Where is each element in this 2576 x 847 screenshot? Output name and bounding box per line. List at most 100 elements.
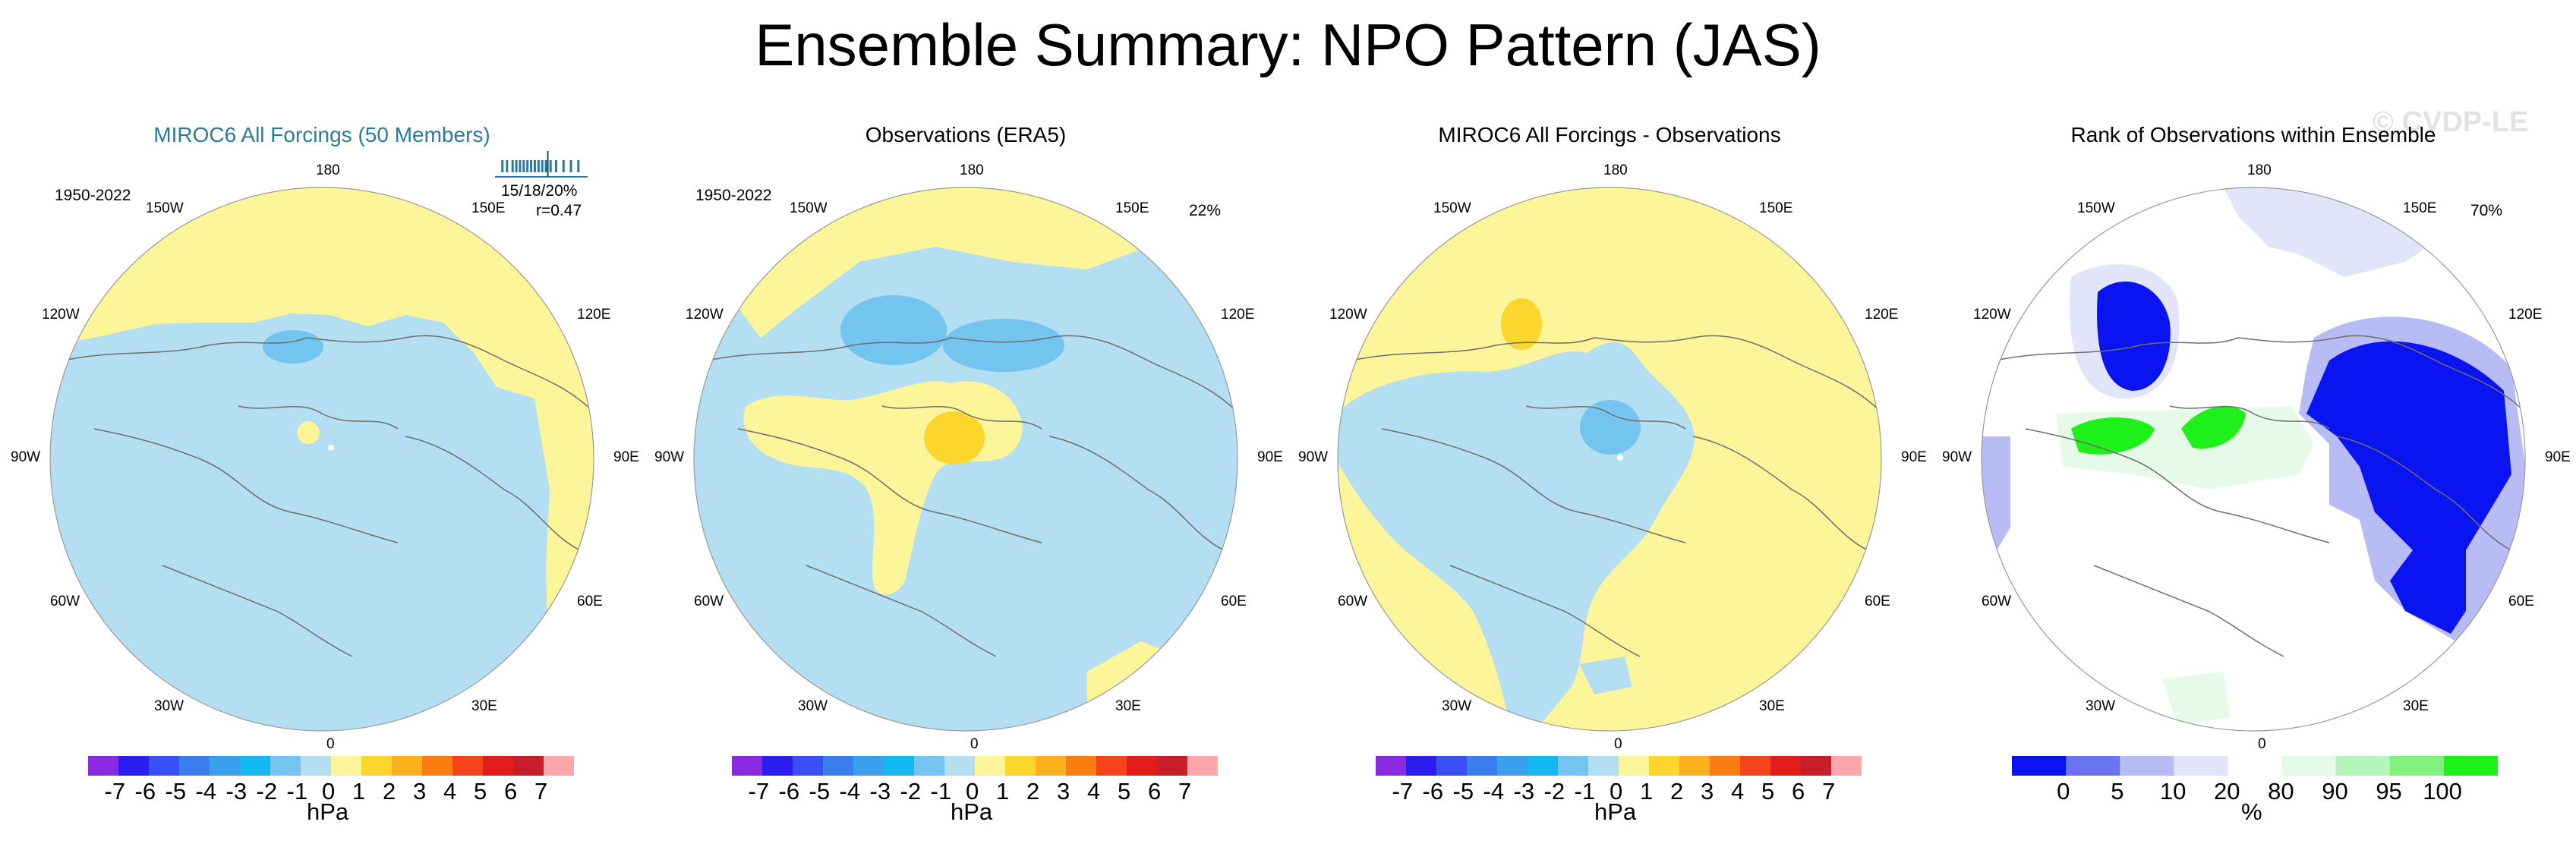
colorbar-tick-label: 6 — [504, 778, 518, 804]
colorbar-swatch — [1436, 756, 1468, 776]
colorbar-swatch — [1588, 756, 1619, 776]
lon-label: 120E — [1865, 307, 1899, 323]
colorbar-unit: hPa — [951, 798, 993, 825]
figure-title: Ensemble Summary: NPO Pattern (JAS) — [755, 11, 1821, 78]
positive-anomaly-region — [50, 187, 594, 731]
colorbar-tick-label: 4 — [443, 778, 457, 804]
map-frame — [49, 187, 594, 732]
colorbar-tick-label: 5 — [1761, 778, 1775, 804]
colorbar-tick-label: 5 — [1118, 778, 1131, 804]
lon-label: 90E — [1257, 449, 1283, 465]
colorbar-tick-label: 2 — [383, 778, 396, 804]
colorbar-tick-label: 0 — [1610, 778, 1623, 804]
lon-label: 30W — [798, 698, 828, 714]
lon-label: 0 — [326, 736, 335, 752]
positive-anomaly-center — [1501, 298, 1542, 350]
map-frame — [1981, 187, 2526, 732]
watermark: © CVDP-LE — [2373, 106, 2529, 138]
lon-label: 150E — [1759, 200, 1793, 216]
colorbar-swatch — [1740, 756, 1771, 776]
colorbar-swatch — [544, 756, 574, 776]
panel-title: Rank of Observations within Ensemble — [2070, 123, 2436, 146]
polar-map — [693, 187, 1238, 732]
colorbar-swatch — [2228, 756, 2283, 776]
colorbar-swatch — [513, 756, 544, 776]
lon-label: 0 — [2258, 736, 2266, 752]
colorbar-tick-label: 3 — [1701, 778, 1714, 804]
colorbar-swatch — [823, 756, 854, 776]
colorbar-swatch — [118, 756, 150, 776]
colorbar-tick-label: -6 — [778, 778, 800, 804]
colorbar-tick-label: 7 — [534, 778, 548, 804]
lon-label: 90W — [1942, 449, 1972, 465]
colorbar-swatch — [1679, 756, 1711, 776]
colorbar-swatch — [793, 756, 824, 776]
colorbar-tick-label: -3 — [869, 778, 891, 804]
colorbar-tick-label: -5 — [165, 778, 187, 804]
colorbar-swatch — [732, 756, 763, 776]
small-positive-dot — [328, 445, 334, 451]
colorbar-swatch — [1096, 756, 1127, 776]
colorbar-swatch — [975, 756, 1006, 776]
colorbar-unit: hPa — [1594, 798, 1637, 825]
colorbar-swatch — [392, 756, 423, 776]
colorbar-unit: hPa — [307, 798, 349, 825]
rank-very-high-center-east — [2181, 405, 2246, 449]
colorbar-swatch — [1157, 756, 1188, 776]
map-frame — [693, 187, 1238, 732]
colorbar-swatch — [2335, 756, 2391, 776]
lon-label: 180 — [2247, 162, 2272, 178]
colorbar-tick-label: 10 — [2159, 778, 2187, 804]
colorbar-swatch — [2443, 756, 2498, 776]
colorbar-swatch — [422, 756, 453, 776]
colorbar-tick-label: 6 — [1148, 778, 1162, 804]
negative-anomaly-center-east — [943, 319, 1064, 372]
colorbar-tick-label: -1 — [1574, 778, 1596, 804]
lon-label: 150E — [471, 200, 506, 216]
colorbar-swatch — [1770, 756, 1802, 776]
lon-label: 30E — [2403, 698, 2429, 714]
lon-label: 120W — [1973, 307, 2011, 323]
colorbar-tick-label: 3 — [1057, 778, 1070, 804]
colorbar-swatch — [452, 756, 484, 776]
lon-label: 180 — [316, 162, 340, 178]
colorbar-swatch — [149, 756, 180, 776]
colorbar-tick-label: -6 — [1422, 778, 1444, 804]
colorbar-tick-label: -2 — [900, 778, 922, 804]
colorbar-swatch — [361, 756, 393, 776]
colorbar-tick-label: 0 — [966, 778, 979, 804]
lon-label: 150W — [790, 200, 828, 216]
colorbar-swatch — [2120, 756, 2174, 776]
lon-label: 90E — [1901, 449, 1927, 465]
lon-label: 90W — [654, 449, 685, 465]
colorbar-swatch — [240, 756, 271, 776]
colorbar-tick-label: 80 — [2268, 778, 2294, 804]
colorbar-tick-label: 0 — [322, 778, 336, 804]
colorbar-tick-label: -3 — [225, 778, 248, 804]
polar-map — [1337, 187, 1882, 732]
lon-label: 0 — [970, 736, 979, 752]
colorbar-swatch — [1497, 756, 1528, 776]
colorbar-tick-label: -7 — [1392, 778, 1414, 804]
colorbar-swatch — [1187, 756, 1218, 776]
colorbar-swatch — [1036, 756, 1067, 776]
colorbar-tick-label: 95 — [2376, 778, 2402, 804]
colorbar-tick-label: 90 — [2322, 778, 2348, 804]
colorbar-swatch — [2066, 756, 2120, 776]
panel-rank: Rank of Observations within Ensemble 70%… — [1931, 0, 2575, 847]
colorbar-tick-label: 1 — [1640, 778, 1654, 804]
panel-title: MIROC6 All Forcings (50 Members) — [153, 123, 490, 146]
lon-label: 60E — [1221, 594, 1247, 609]
lon-label: 30W — [2086, 698, 2116, 714]
lon-label: 60W — [50, 594, 80, 609]
colorbar-swatch — [331, 756, 362, 776]
panel-title: MIROC6 All Forcings - Observations — [1438, 123, 1781, 146]
colorbar-swatch — [1005, 756, 1036, 776]
colorbar-tick-label: 5 — [474, 778, 487, 804]
lon-label: 120E — [577, 307, 611, 323]
lon-label: 120W — [686, 307, 724, 323]
colorbar-tick-label: 7 — [1822, 778, 1836, 804]
colorbar-swatch — [1649, 756, 1680, 776]
colorbar-swatch — [2174, 756, 2228, 776]
colorbar-swatch — [1619, 756, 1650, 776]
